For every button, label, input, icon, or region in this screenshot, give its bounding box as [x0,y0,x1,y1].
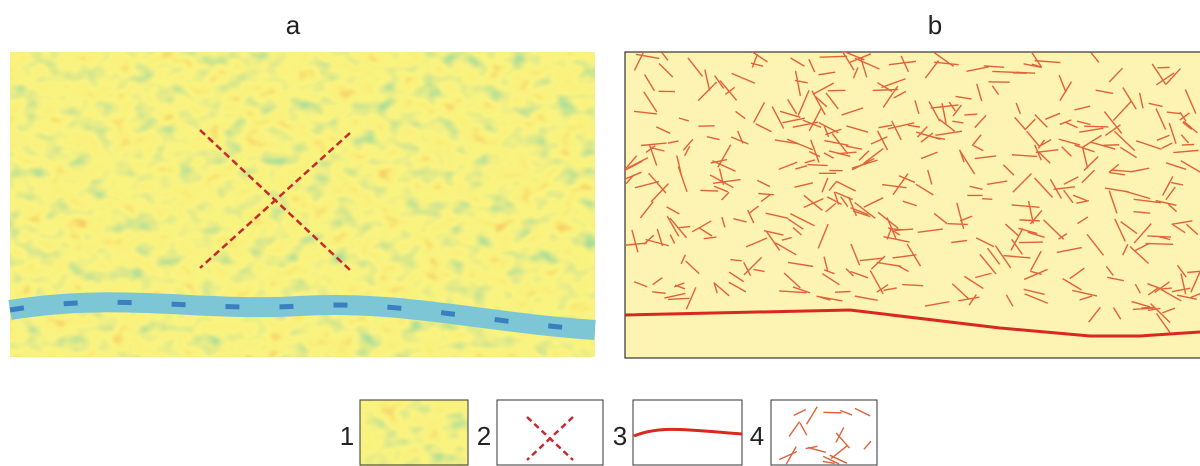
fracture [823,412,841,413]
fracture [1084,126,1108,127]
fracture [1182,144,1194,145]
fracture [820,56,847,57]
fracture [807,165,827,166]
legend-label: 2 [477,421,491,451]
fracture [1019,242,1043,243]
figure: a b 1 2 3 4 [0,0,1200,466]
legend-label: 3 [613,421,627,451]
fracture [1162,288,1172,289]
fracture [1146,243,1174,244]
legend-label: 4 [750,421,764,451]
fracture [982,199,992,200]
legend-swatch [360,400,468,466]
fracture [1104,145,1120,146]
fracture [948,224,968,225]
legend-label: 1 [340,421,354,451]
panel-label: a [286,10,301,40]
fracture [835,292,851,293]
fracture [700,190,718,191]
legend-frame [771,400,877,465]
legend-frame [497,400,603,465]
panel-label: b [928,10,942,40]
